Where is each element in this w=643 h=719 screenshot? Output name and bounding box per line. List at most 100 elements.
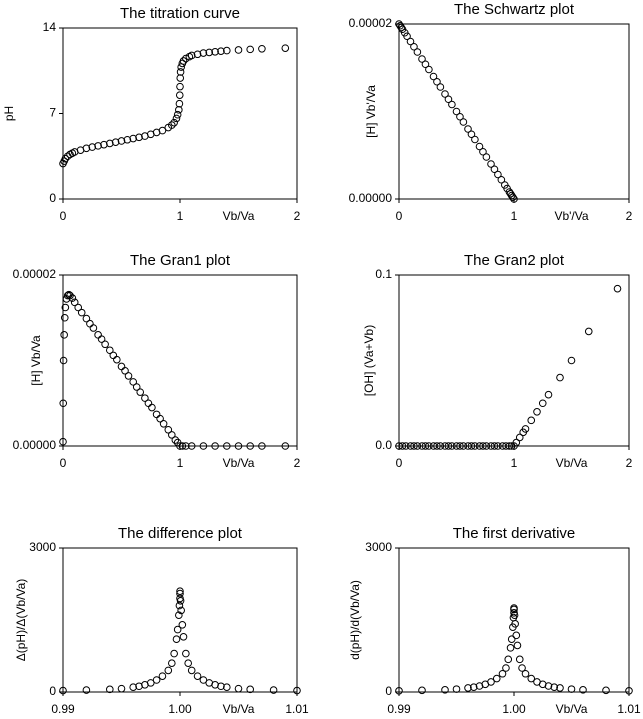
data-point [82, 144, 91, 153]
data-point [176, 82, 184, 91]
data-point [459, 442, 468, 450]
data-point [479, 147, 487, 156]
x-tick-label: 1.01 [617, 702, 641, 716]
data-point [129, 378, 137, 386]
data-point [487, 160, 495, 168]
data-point [182, 442, 190, 450]
data-point [258, 442, 266, 450]
data-point [168, 121, 176, 129]
data-point [217, 682, 225, 691]
y-tick-label: 0 [385, 684, 392, 698]
data-point [510, 604, 518, 612]
y-tick-label: 3000 [29, 540, 56, 554]
data-point [193, 672, 202, 680]
data-point [421, 60, 430, 69]
data-point [527, 416, 536, 425]
data-point [158, 126, 167, 135]
data-point [413, 442, 422, 450]
data-point [452, 107, 461, 116]
y-tick-label: 0 [49, 191, 56, 205]
data-point [223, 46, 231, 55]
y-tick-label: 0.00000 [13, 438, 57, 452]
data-point [448, 100, 456, 109]
y-axis-label: [OH] (Va+Vb) [362, 325, 376, 396]
data-point [97, 335, 106, 343]
x-axis-label: Vb/Va [223, 456, 255, 470]
data-point [511, 620, 519, 628]
data-point [469, 683, 478, 692]
data-point [117, 684, 126, 693]
data-point [579, 686, 587, 694]
data-point [482, 442, 491, 450]
x-tick-label: 0.99 [387, 702, 411, 716]
data-point [94, 331, 102, 339]
x-tick-label: 2 [626, 456, 633, 470]
x-tick-label: 0.99 [51, 702, 75, 716]
data-point [513, 641, 522, 650]
y-axis-label: [H] Vb/Va [29, 335, 43, 386]
data-point [59, 686, 67, 695]
y-tick-label: 0.00002 [13, 267, 57, 281]
data-point [498, 669, 507, 678]
data-point [179, 57, 188, 65]
data-point [176, 589, 184, 598]
data-point [471, 442, 479, 450]
data-point [567, 356, 576, 365]
data-point [211, 442, 219, 450]
data-point [425, 65, 433, 74]
data-point [418, 686, 426, 695]
x-tick-label: 1 [511, 209, 518, 223]
data-point [293, 686, 301, 695]
data-point [234, 684, 243, 693]
data-point [459, 118, 468, 126]
data-point [246, 685, 254, 694]
data-point [234, 442, 243, 450]
data-point [515, 655, 524, 664]
x-tick-label: 1 [177, 209, 184, 223]
data-point [144, 399, 153, 408]
data-point [136, 388, 145, 396]
data-point [60, 331, 68, 339]
data-point [475, 142, 484, 151]
data-point [124, 372, 133, 380]
data-point [452, 685, 461, 693]
data-point [421, 442, 430, 450]
y-tick-label: 0.0 [375, 438, 392, 452]
data-point [512, 438, 521, 447]
data-point [506, 644, 515, 652]
data-point [223, 683, 231, 692]
data-point [494, 442, 502, 450]
data-point [487, 678, 495, 686]
chart-title: The first derivative [453, 525, 576, 542]
y-tick-label: 14 [43, 20, 57, 34]
data-point [176, 68, 185, 76]
data-point [193, 50, 202, 59]
data-point [441, 686, 449, 694]
x-axis-label: Vb/Va [223, 209, 255, 223]
data-point [527, 674, 536, 683]
chart-title: The Gran2 plot [464, 252, 565, 269]
data-point [141, 394, 149, 402]
y-axis-label: [H] Vb'/Va [364, 85, 378, 138]
chart-title: The Schwartz plot [454, 1, 575, 18]
data-point [444, 95, 453, 104]
data-point [182, 54, 190, 63]
data-point [504, 655, 513, 664]
x-tick-label: 1 [177, 456, 184, 470]
data-point [176, 597, 185, 605]
data-point [61, 154, 70, 163]
data-point [502, 664, 510, 672]
data-point [544, 390, 553, 399]
x-axis-label: Vb/Va [556, 456, 588, 470]
data-point [68, 294, 77, 302]
data-point [179, 633, 188, 641]
data-point [88, 143, 97, 151]
data-point [77, 308, 86, 317]
data-point [471, 135, 479, 144]
data-point [205, 48, 214, 57]
data-point [187, 666, 196, 675]
data-point [173, 625, 182, 634]
x-tick-label: 0 [60, 209, 67, 223]
data-point [123, 135, 132, 144]
